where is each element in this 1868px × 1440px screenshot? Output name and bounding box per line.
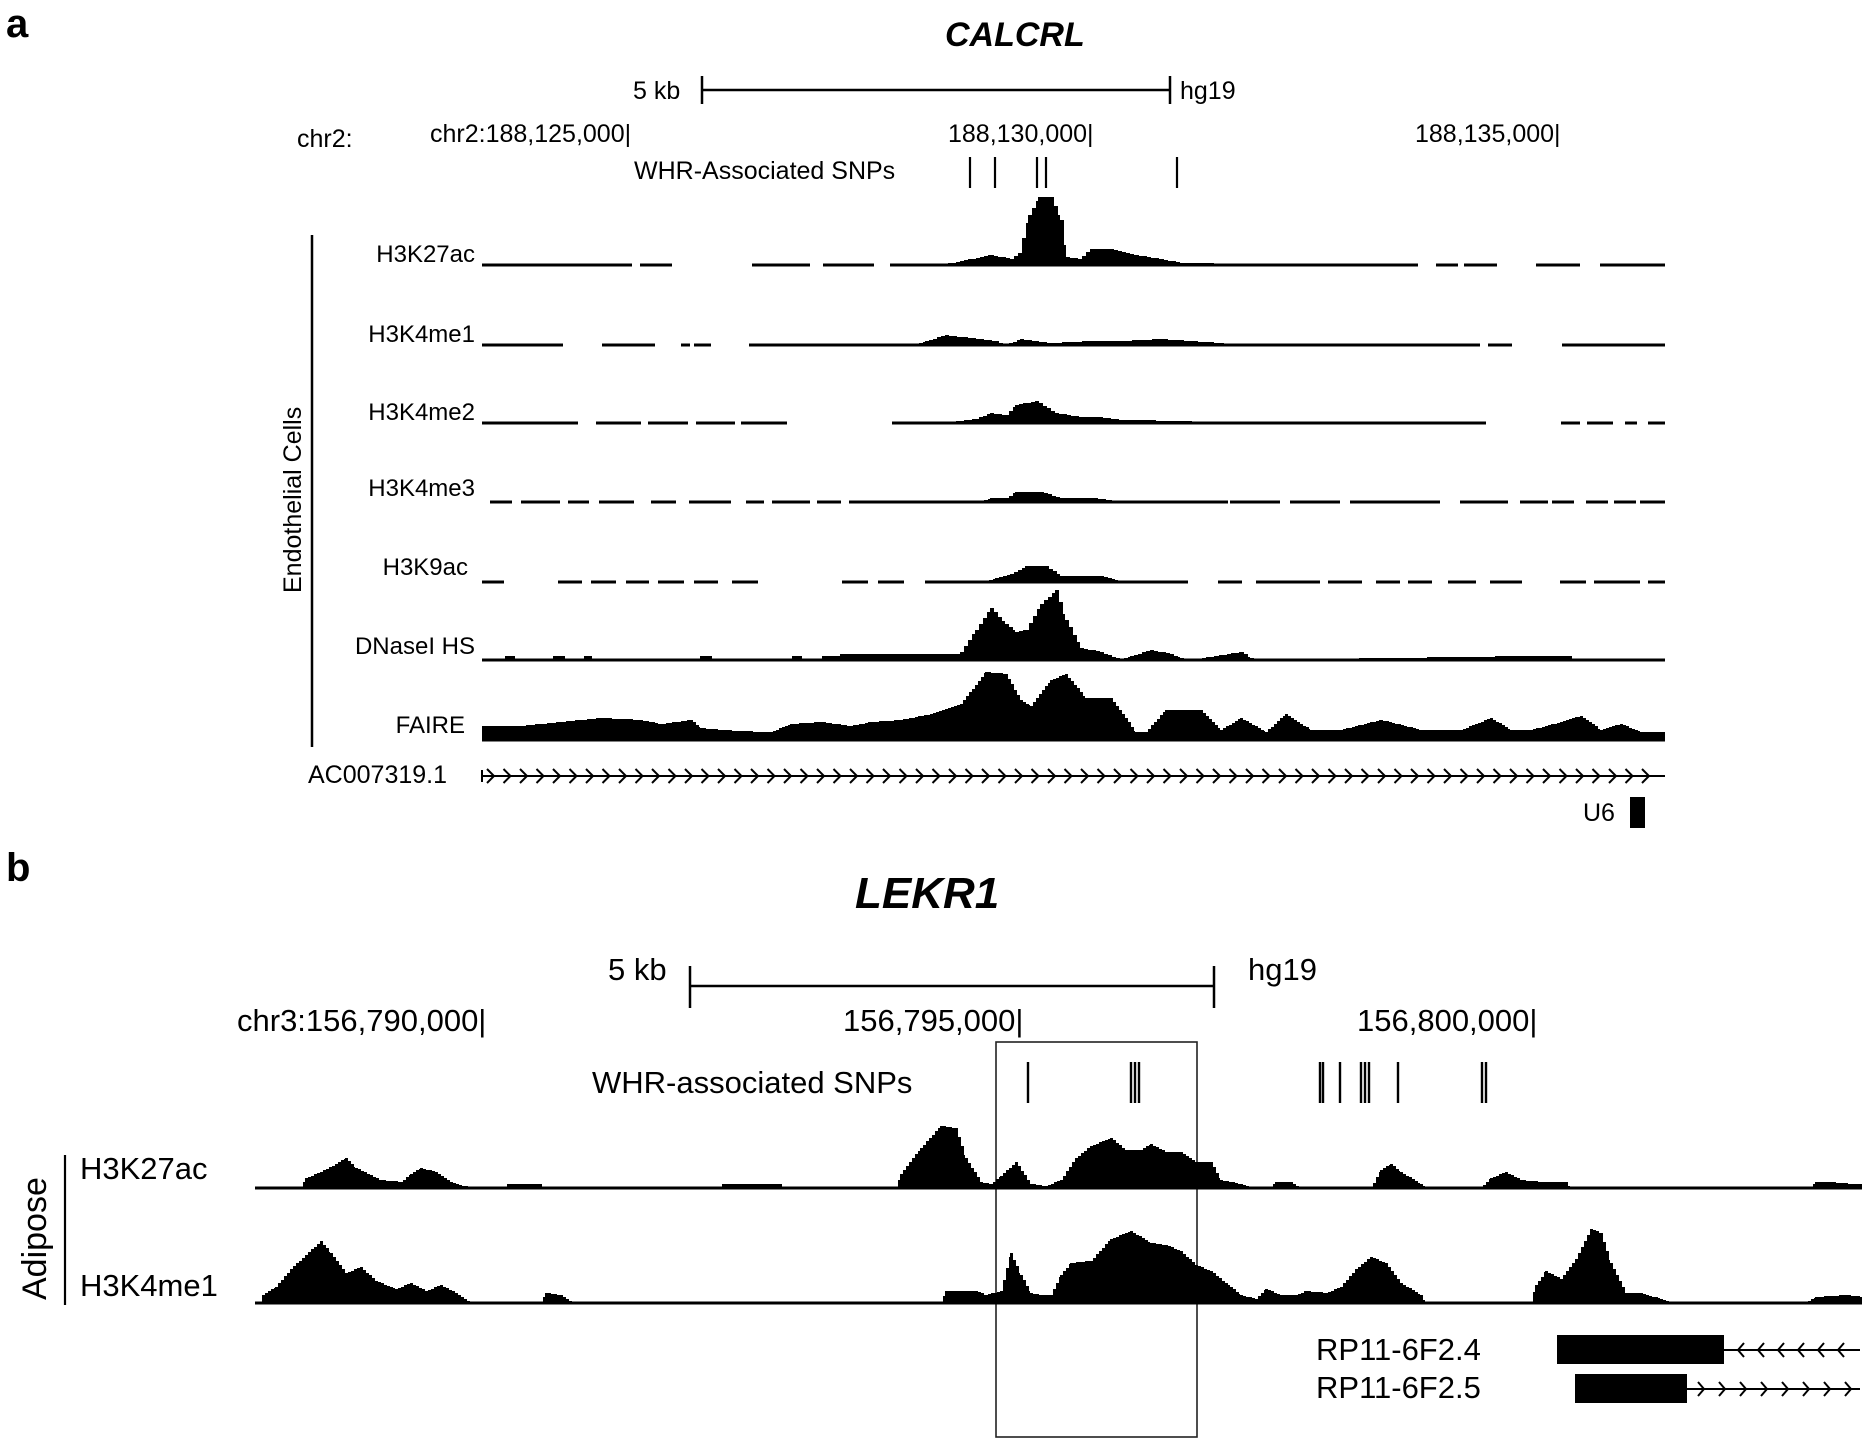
panel-a-assembly-label: hg19	[1180, 77, 1236, 105]
panel-b-scale-label: 5 kb	[608, 952, 667, 987]
track-label-dnasei-hs: DNaseI HS	[354, 633, 475, 660]
panel-a-scale-bar	[700, 76, 1172, 104]
panel-b-snp-ticks	[1026, 1062, 1488, 1103]
gene-label-rp11-6f2-5: RP11-6F2.5	[1316, 1370, 1481, 1405]
panel-a-position-2: 188,130,000|	[948, 120, 1094, 148]
gene-u6-feature	[1630, 797, 1645, 828]
panel-b-snp-label: WHR-associated SNPs	[592, 1065, 913, 1100]
gene-rp11-6f2-5-feature	[1575, 1374, 1860, 1403]
panel-a-signal-tracks	[482, 197, 1665, 742]
panel-b-position-1: chr3:156,790,000|	[237, 1003, 487, 1038]
panel-a-gene-title: CALCRL	[945, 16, 1085, 54]
track-label-h3k27ac: H3K27ac	[376, 241, 475, 268]
gene-label-u6: U6	[1583, 799, 1615, 827]
gene-label-ac007319: AC007319.1	[308, 761, 448, 789]
track-label-h3k4me2: H3K4me2	[368, 399, 475, 426]
panel-a-scale-label: 5 kb	[633, 77, 681, 105]
track-label-h3k4me3: H3K4me3	[368, 475, 475, 502]
panel-b-signal-tracks	[255, 1126, 1862, 1305]
snp-cluster-highlight-box	[995, 1041, 1198, 1438]
panel-b-assembly-label: hg19	[1248, 952, 1317, 987]
panel-a-position-3: 188,135,000|	[1415, 120, 1561, 148]
gene-ac007319-feature	[481, 768, 1665, 784]
panel-b-scale-bar	[688, 966, 1216, 1008]
gene-rp11-6f2-4-feature	[1557, 1335, 1860, 1364]
panel-b-position-2: 156,795,000|	[843, 1003, 1024, 1038]
gene-label-rp11-6f2-4: RP11-6F2.4	[1316, 1332, 1481, 1367]
track-label-b-h3k4me1: H3K4me1	[80, 1268, 218, 1303]
panel-a-position-1: chr2:188,125,000|	[430, 120, 632, 148]
panel-a-letter: a	[6, 2, 29, 46]
track-label-faire: FAIRE	[395, 712, 465, 739]
panel-b-position-3: 156,800,000|	[1357, 1003, 1538, 1038]
panel-b-letter: b	[6, 846, 31, 890]
panel-a-chrom-label: chr2:	[297, 125, 353, 153]
track-label-h3k4me1: H3K4me1	[368, 321, 475, 348]
track-label-h3k9ac: H3K9ac	[382, 554, 468, 581]
panel-b-gene-title: LEKR1	[855, 869, 1000, 918]
panel-a-snp-label: WHR-Associated SNPs	[634, 157, 896, 185]
panel-a-snp-ticks	[968, 157, 1179, 188]
track-label-b-h3k27ac: H3K27ac	[80, 1151, 208, 1186]
